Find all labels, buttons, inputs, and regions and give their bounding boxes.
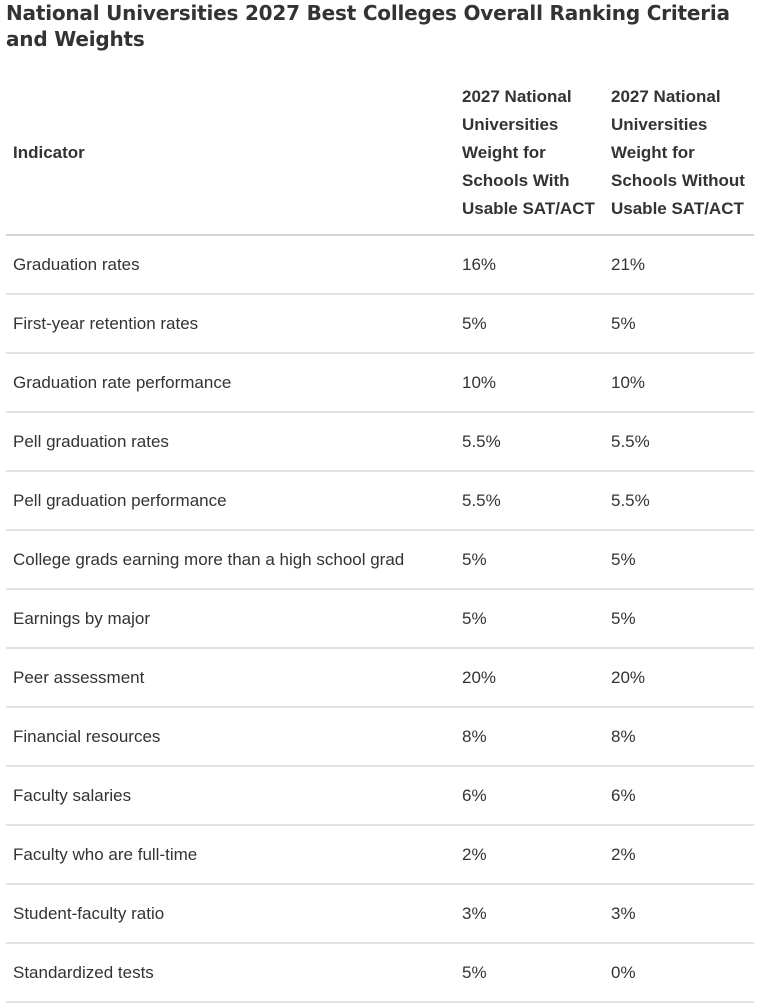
weight-without-cell: 5.5% [611,490,650,510]
table-row: Pell graduation rates 5.5% 5.5% [6,413,754,472]
weight-without-cell: 5.5% [611,431,650,451]
indicator-cell: Pell graduation performance [13,490,227,510]
table-row: Financial resources 8% 8% [6,708,754,767]
table-row: Pell graduation performance 5.5% 5.5% [6,472,754,531]
table-row: Graduation rates 16% 21% [6,236,754,295]
table-row: Peer assessment 20% 20% [6,649,754,708]
indicator-cell: Faculty salaries [13,785,132,805]
indicator-cell: Student-faculty ratio [13,903,165,923]
indicator-cell: Peer assessment [13,667,145,687]
weight-without-cell: 5% [611,549,636,569]
table-row: Faculty who are full-time 2% 2% [6,826,754,885]
weight-without-cell: 21% [611,254,646,274]
page-title: National Universities 2027 Best Colleges… [6,1,730,51]
indicator-cell: Graduation rate performance [13,372,232,392]
table-row: College grads earning more than a high s… [6,531,754,590]
table-header-row: Indicator 2027 National Universities Wei… [6,72,754,236]
table-row: Graduation rate performance 10% 10% [6,354,754,413]
indicator-cell: College grads earning more than a high s… [13,549,405,569]
indicator-cell: Faculty who are full-time [13,844,198,864]
header-indicator: Indicator [13,143,85,162]
indicator-cell: Financial resources [13,726,161,746]
indicator-cell: First-year retention rates [13,313,199,333]
weight-without-cell: 2% [611,844,636,864]
indicator-cell: Standardized tests [13,962,154,982]
weight-without-cell: 6% [611,785,636,805]
weight-with-cell: 5% [462,962,487,982]
weight-with-cell: 5.5% [462,490,501,510]
header-weight-without-sat-act: 2027 National Universities Weight for Sc… [611,87,745,218]
table-row: Student-faculty ratio 3% 3% [6,885,754,944]
weight-with-cell: 10% [462,372,497,392]
weight-with-cell: 3% [462,903,487,923]
weight-with-cell: 5% [462,313,487,333]
weight-without-cell: 5% [611,313,636,333]
weight-without-cell: 3% [611,903,636,923]
weight-without-cell: 10% [611,372,646,392]
weight-with-cell: 5.5% [462,431,501,451]
weight-with-cell: 2% [462,844,487,864]
weight-with-cell: 5% [462,608,487,628]
weight-without-cell: 5% [611,608,636,628]
indicator-cell: Earnings by major [13,608,151,628]
indicator-cell: Pell graduation rates [13,431,169,451]
weight-with-cell: 8% [462,726,487,746]
weight-with-cell: 16% [462,254,497,274]
weight-with-cell: 20% [462,667,497,687]
header-weight-with-sat-act: 2027 National Universities Weight for Sc… [462,87,595,218]
weight-without-cell: 20% [611,667,646,687]
weight-without-cell: 8% [611,726,636,746]
indicator-cell: Graduation rates [13,254,140,274]
weight-with-cell: 6% [462,785,487,805]
table-row: First-year retention rates 5% 5% [6,295,754,354]
table-row: Standardized tests 5% 0% [6,944,754,1003]
weight-without-cell: 0% [611,962,636,982]
weight-with-cell: 5% [462,549,487,569]
table-row: Faculty salaries 6% 6% [6,767,754,826]
ranking-criteria-table: Indicator 2027 National Universities Wei… [6,72,754,1003]
table-row: Earnings by major 5% 5% [6,590,754,649]
